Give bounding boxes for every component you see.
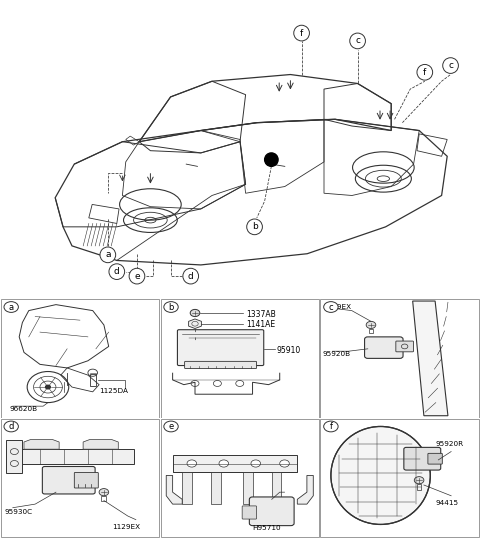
Text: 1141AE: 1141AE (246, 320, 275, 330)
Polygon shape (83, 440, 118, 449)
Text: c: c (355, 36, 360, 46)
Text: 96620B: 96620B (10, 406, 38, 412)
Circle shape (219, 460, 228, 467)
Text: 95910: 95910 (276, 345, 301, 355)
Circle shape (46, 386, 50, 389)
Text: 95920R: 95920R (435, 441, 463, 447)
Text: a: a (105, 250, 110, 260)
FancyBboxPatch shape (42, 466, 95, 494)
Circle shape (4, 421, 18, 432)
FancyBboxPatch shape (242, 506, 256, 519)
Text: b: b (168, 302, 174, 312)
Text: e: e (168, 422, 174, 431)
Text: 95930C: 95930C (5, 509, 33, 515)
FancyBboxPatch shape (428, 453, 443, 464)
Circle shape (4, 302, 18, 312)
Text: 1125DA: 1125DA (99, 388, 128, 394)
Polygon shape (413, 301, 448, 416)
Circle shape (264, 153, 278, 166)
Circle shape (280, 460, 289, 467)
Circle shape (129, 268, 145, 284)
Circle shape (164, 421, 178, 432)
FancyBboxPatch shape (19, 449, 134, 464)
Text: f: f (423, 68, 426, 77)
FancyBboxPatch shape (185, 362, 256, 369)
Text: d: d (188, 272, 193, 281)
FancyBboxPatch shape (404, 447, 441, 470)
Text: c: c (329, 302, 333, 312)
Ellipse shape (331, 426, 430, 525)
Text: b: b (252, 222, 257, 231)
Text: d: d (114, 267, 120, 276)
Circle shape (247, 219, 263, 235)
FancyBboxPatch shape (211, 472, 221, 504)
Text: f: f (329, 422, 333, 431)
Text: 1129EX: 1129EX (323, 304, 351, 310)
Text: 1337AB: 1337AB (246, 310, 276, 319)
Circle shape (251, 460, 261, 467)
FancyBboxPatch shape (365, 337, 403, 358)
Circle shape (366, 321, 376, 329)
FancyBboxPatch shape (178, 330, 264, 365)
Polygon shape (297, 476, 313, 504)
Text: 94415: 94415 (435, 500, 458, 506)
Text: f: f (300, 29, 303, 37)
Circle shape (109, 264, 125, 280)
Circle shape (414, 477, 424, 484)
FancyBboxPatch shape (6, 440, 23, 473)
Circle shape (190, 310, 200, 317)
Circle shape (187, 460, 197, 467)
FancyBboxPatch shape (272, 472, 281, 504)
Text: a: a (9, 302, 14, 312)
FancyBboxPatch shape (182, 472, 192, 504)
Text: 1129EX: 1129EX (112, 524, 140, 530)
Circle shape (99, 489, 108, 496)
FancyBboxPatch shape (243, 472, 252, 504)
Text: H95710: H95710 (252, 525, 281, 531)
Circle shape (324, 302, 338, 312)
Circle shape (164, 302, 178, 312)
Circle shape (443, 58, 458, 73)
Circle shape (324, 421, 338, 432)
Circle shape (183, 268, 199, 284)
FancyBboxPatch shape (173, 455, 297, 472)
Text: e: e (134, 272, 140, 281)
FancyBboxPatch shape (249, 497, 294, 526)
Circle shape (417, 65, 432, 80)
Text: d: d (9, 422, 14, 431)
Polygon shape (24, 440, 59, 449)
Polygon shape (189, 319, 202, 329)
Text: c: c (448, 61, 453, 70)
Circle shape (100, 247, 116, 263)
FancyBboxPatch shape (74, 472, 98, 488)
Circle shape (294, 25, 310, 41)
Text: 95920B: 95920B (323, 351, 351, 357)
Circle shape (350, 33, 365, 49)
FancyBboxPatch shape (396, 341, 413, 352)
Polygon shape (166, 476, 182, 504)
